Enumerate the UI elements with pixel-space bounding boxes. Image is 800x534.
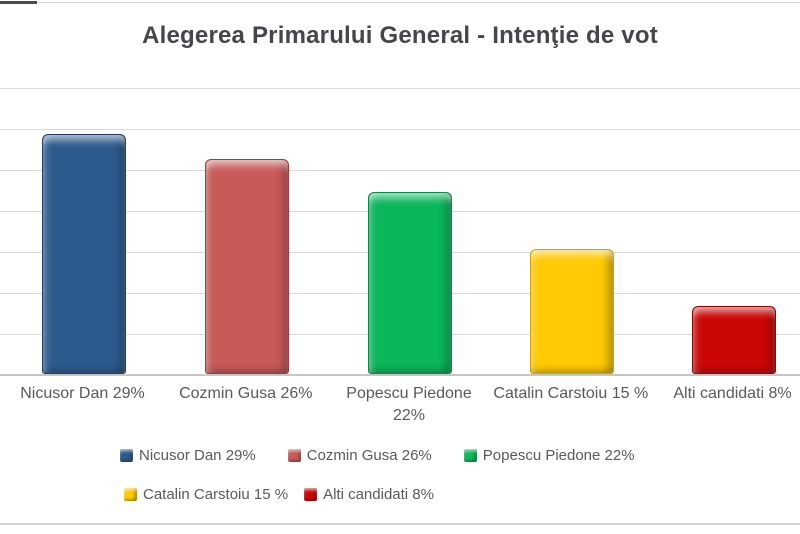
x-axis-label-3: Popescu Piedone 22% (346, 385, 472, 424)
top-left-accent (0, 1, 37, 4)
gridline-30-percent (0, 129, 800, 130)
x-axis-line (0, 374, 800, 376)
gridline-25-percent (0, 170, 800, 171)
x-axis-label-1: Nicusor Dan 29% (20, 385, 145, 402)
legend-item: Popescu Piedone 22% (463, 447, 635, 464)
bar-2 (204, 158, 289, 374)
legend-swatch-icon (463, 449, 477, 462)
plot-area (0, 88, 800, 376)
chart-legend-row-2: Catalin Carstoiu 15 % Alti candidati 8% (124, 486, 434, 503)
bar-5 (691, 306, 776, 374)
chart-legend-row-1: Nicusor Dan 29% Cozmin Gusa 26% Popescu Pi… (120, 447, 635, 464)
legend-swatch-icon (287, 449, 301, 462)
legend-swatch-icon (124, 488, 137, 501)
legend-item-label: Nicusor Dan 29% (139, 447, 256, 464)
bottom-border-line (0, 523, 800, 525)
gridline-35-percent (0, 88, 800, 89)
legend-item: Alti candidati 8% (304, 486, 434, 503)
bar-3 (368, 191, 452, 374)
legend-item-label: Alti candidati 8% (323, 486, 434, 503)
legend-item-label: Popescu Piedone 22% (482, 447, 635, 464)
chart-title: Alegerea Primarului General - Intenţie d… (142, 22, 658, 49)
legend-item: Cozmin Gusa 26% (287, 447, 432, 464)
legend-item: Catalin Carstoiu 15 % (124, 486, 288, 503)
legend-swatch-icon (304, 488, 318, 501)
top-border-line (0, 2, 800, 3)
legend-item-label: Cozmin Gusa 26% (306, 447, 432, 464)
legend-item: Nicusor Dan 29% (120, 447, 256, 464)
x-axis-labels: Nicusor Dan 29% Cozmin Gusa 26% Popescu Pi… (0, 383, 800, 439)
legend-swatch-icon (120, 449, 133, 462)
x-axis-label-2: Cozmin Gusa 26% (179, 385, 313, 402)
legend-item-label: Catalin Carstoiu 15 % (143, 486, 289, 503)
x-axis-label-4: Catalin Carstoiu 15 % (493, 385, 649, 402)
x-axis-label-5: Alti candidati 8% (673, 385, 792, 402)
bar-4 (529, 249, 614, 374)
bar-1 (41, 134, 126, 374)
